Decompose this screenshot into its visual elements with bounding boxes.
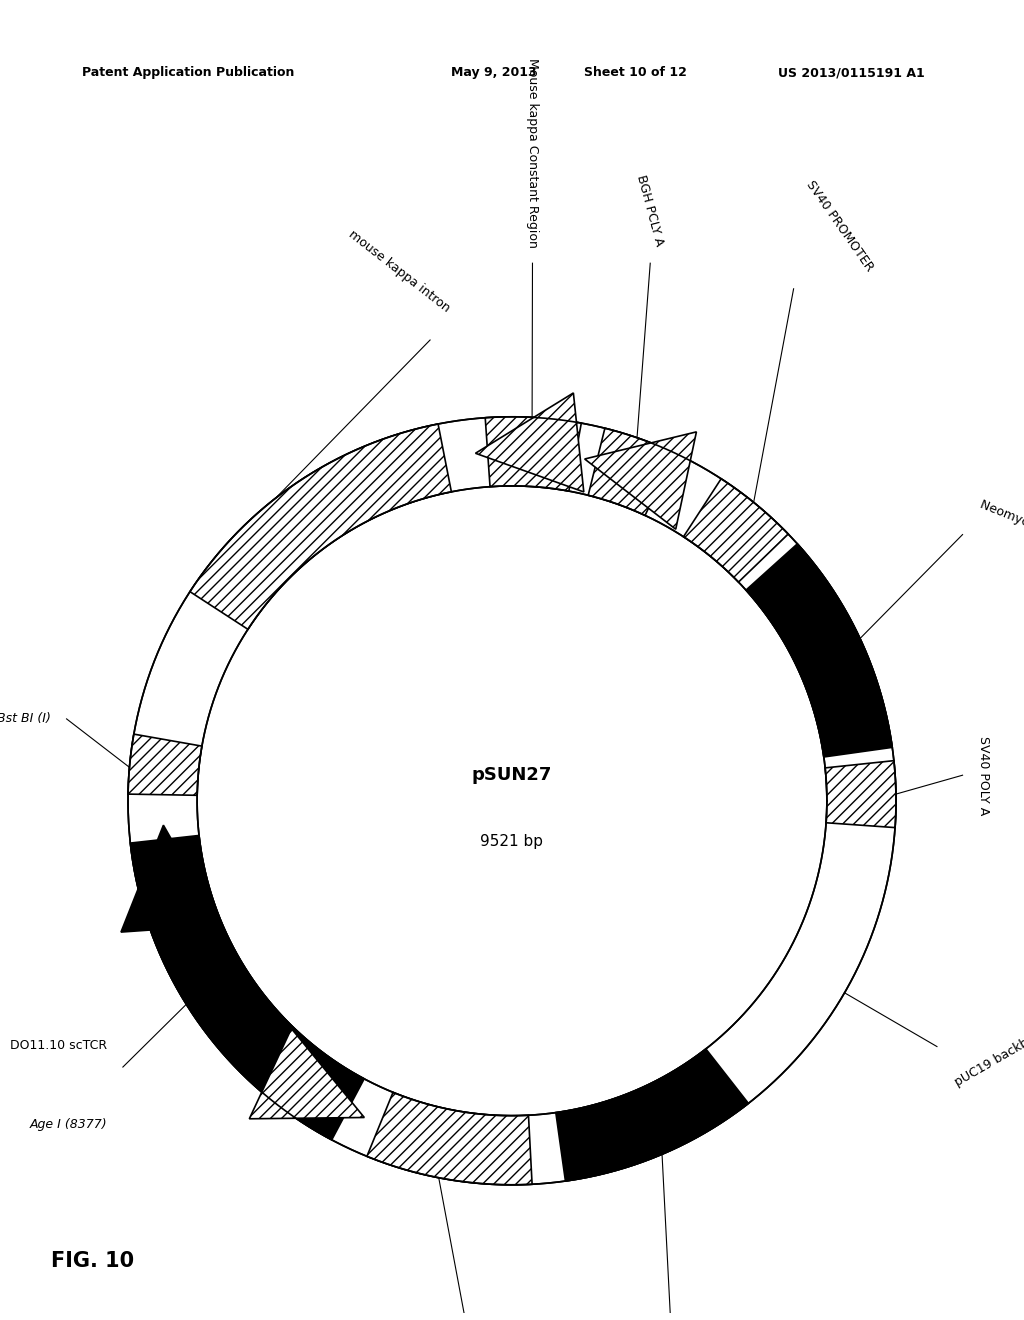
Polygon shape <box>585 432 696 529</box>
Text: SV40 PROMOTER: SV40 PROMOTER <box>804 178 877 273</box>
Polygon shape <box>475 393 584 492</box>
Text: Age I (8377): Age I (8377) <box>30 1118 108 1131</box>
Text: FIG. 10: FIG. 10 <box>51 1251 134 1271</box>
Text: pSUN27: pSUN27 <box>472 766 552 784</box>
Polygon shape <box>556 1049 749 1181</box>
Polygon shape <box>121 825 220 932</box>
Text: pUC19 backbone: pUC19 backbone <box>952 1024 1024 1089</box>
Polygon shape <box>485 417 582 491</box>
Polygon shape <box>130 836 365 1140</box>
Polygon shape <box>128 734 202 796</box>
Polygon shape <box>367 1093 532 1185</box>
Polygon shape <box>189 424 452 630</box>
Polygon shape <box>588 428 674 515</box>
Text: Patent Application Publication: Patent Application Publication <box>82 66 294 79</box>
Polygon shape <box>683 479 788 582</box>
Text: DO11.10 scTCR: DO11.10 scTCR <box>10 1039 108 1052</box>
Text: May 9, 2013: May 9, 2013 <box>451 66 537 79</box>
Text: Sheet 10 of 12: Sheet 10 of 12 <box>584 66 686 79</box>
Text: Mouse kappa Constant Region: Mouse kappa Constant Region <box>526 58 539 248</box>
Text: Neomycin Resistance: Neomycin Resistance <box>978 498 1024 561</box>
Polygon shape <box>249 1028 365 1119</box>
Polygon shape <box>746 544 892 756</box>
Text: BGH PCLY A: BGH PCLY A <box>635 174 666 248</box>
Text: Bst BI (I): Bst BI (I) <box>0 713 51 726</box>
Polygon shape <box>825 760 896 828</box>
Text: 9521 bp: 9521 bp <box>480 834 544 849</box>
Text: SV40 POLY A: SV40 POLY A <box>977 735 989 814</box>
Text: mouse kappa intron: mouse kappa intron <box>346 227 453 314</box>
Text: US 2013/0115191 A1: US 2013/0115191 A1 <box>778 66 925 79</box>
